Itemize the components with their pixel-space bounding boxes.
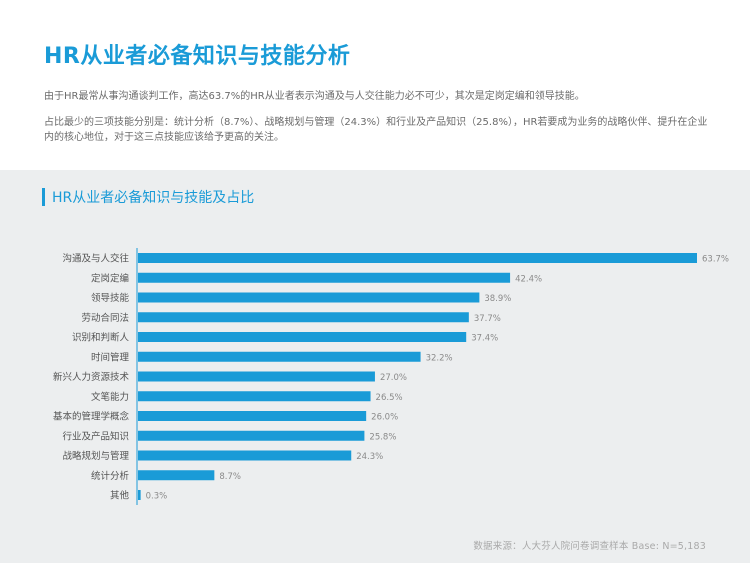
value-label: 8.7% xyxy=(219,472,241,482)
bar xyxy=(138,253,697,263)
chart-panel xyxy=(0,170,750,563)
category-label: 时间管理 xyxy=(91,351,130,363)
category-label: 战略规划与管理 xyxy=(62,450,129,462)
bar xyxy=(138,332,467,342)
chart-title-accent xyxy=(42,188,45,206)
bar xyxy=(138,411,367,421)
value-label: 0.3% xyxy=(146,492,168,502)
value-label: 24.3% xyxy=(356,452,383,462)
category-label: 基本的管理学概念 xyxy=(53,411,130,423)
category-label: 劳动合同法 xyxy=(81,312,129,324)
category-label: 识别和判断人 xyxy=(72,332,130,344)
category-label: 新兴人力资源技术 xyxy=(53,371,130,383)
page-title: HR从业者必备知识与技能分析 xyxy=(44,44,351,69)
category-label: 定岗定编 xyxy=(91,272,129,284)
value-label: 38.9% xyxy=(484,294,511,304)
category-label: 领导技能 xyxy=(91,292,130,304)
value-label: 27.0% xyxy=(380,373,407,383)
value-label: 26.5% xyxy=(376,393,403,403)
bar xyxy=(138,292,480,303)
bar xyxy=(138,391,371,402)
value-label: 26.0% xyxy=(371,413,398,423)
data-source-note: 数据来源：人大芬人院问卷调查样本 Base: N=5,183 xyxy=(473,541,706,552)
category-label: 行业及产品知识 xyxy=(62,430,129,442)
chart-title: HR从业者必备知识与技能及占比 xyxy=(52,190,255,206)
category-label: 沟通及与人交往 xyxy=(62,253,129,265)
bar xyxy=(138,272,511,283)
value-label: 37.7% xyxy=(474,314,501,324)
bar xyxy=(138,490,141,500)
value-label: 37.4% xyxy=(471,334,498,344)
intro-paragraph-2: 占比最少的三项技能分别是：统计分析（8.7%）、战略规划与管理（24.3%）和行… xyxy=(44,117,708,143)
bar xyxy=(138,371,375,382)
category-label: 统计分析 xyxy=(91,470,130,482)
intro-paragraph-1: 由于HR最常从事沟通谈判工作，高达63.7%的HR从业者表示沟通及与人交往能力必… xyxy=(44,91,585,102)
bar xyxy=(138,312,469,323)
category-label: 文笔能力 xyxy=(91,391,129,403)
value-label: 63.7% xyxy=(702,255,729,265)
value-label: 32.2% xyxy=(426,353,453,363)
value-label: 42.4% xyxy=(515,274,542,284)
category-label: 其他 xyxy=(110,490,130,502)
bar xyxy=(138,351,421,362)
bar xyxy=(138,470,215,481)
value-label: 25.8% xyxy=(369,432,396,442)
bar xyxy=(138,450,352,461)
bar xyxy=(138,430,365,441)
